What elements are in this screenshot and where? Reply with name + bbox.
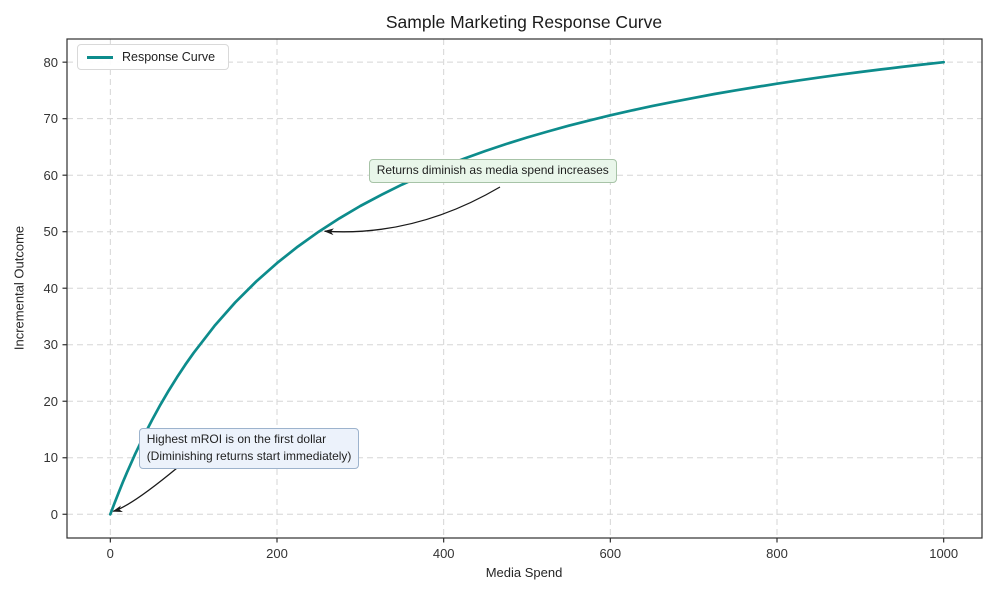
chart-title: Sample Marketing Response Curve [385,12,663,32]
y-tick-label: 60 [43,167,58,183]
annotation-highest-mroi: Highest mROI is on the first dollar (Dim… [138,428,360,470]
y-tick-label: 30 [43,337,58,353]
x-tick-label: 0 [106,546,114,561]
y-tick-label: 20 [43,393,58,409]
y-tick-label: 50 [43,224,58,240]
x-tick-label: 800 [766,546,788,561]
y-tick-label: 70 [43,111,58,127]
legend-line-sample [87,55,113,59]
annotation-arrow [323,186,501,236]
x-tick-label: 200 [266,546,288,561]
y-tick-label: 0 [50,506,58,522]
y-tick-label: 10 [43,450,58,466]
x-tick-label: 1000 [929,546,959,561]
annotation-diminishing-returns: Returns diminish as media spend increase… [368,159,617,184]
plot-border [66,38,983,539]
legend: Response Curve [77,44,230,70]
x-axis-label: Media Spend [485,565,563,580]
legend-label: Response Curve [122,50,216,64]
y-tick-label: 40 [43,280,58,296]
x-tick-label: 400 [432,546,455,561]
y-tick-label: 80 [43,54,58,70]
annotation-arrow [112,467,178,512]
x-tick-label: 600 [599,546,622,561]
